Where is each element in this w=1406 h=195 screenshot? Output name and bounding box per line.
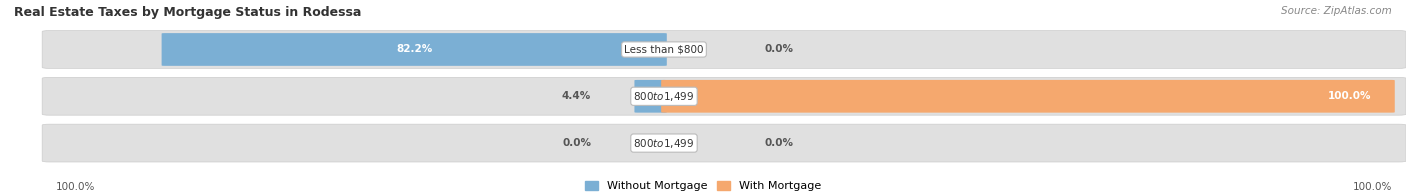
- Text: $800 to $1,499: $800 to $1,499: [633, 136, 695, 150]
- Text: 100.0%: 100.0%: [1327, 91, 1371, 101]
- Text: 0.0%: 0.0%: [562, 138, 591, 148]
- FancyBboxPatch shape: [42, 31, 1406, 68]
- Text: Less than $800: Less than $800: [624, 44, 704, 54]
- Text: $800 to $1,499: $800 to $1,499: [633, 90, 695, 103]
- FancyBboxPatch shape: [634, 80, 666, 113]
- Legend: Without Mortgage, With Mortgage: Without Mortgage, With Mortgage: [585, 181, 821, 191]
- Text: Source: ZipAtlas.com: Source: ZipAtlas.com: [1281, 6, 1392, 16]
- Text: Real Estate Taxes by Mortgage Status in Rodessa: Real Estate Taxes by Mortgage Status in …: [14, 6, 361, 19]
- FancyBboxPatch shape: [162, 33, 666, 66]
- Text: 100.0%: 100.0%: [56, 182, 96, 192]
- Text: 100.0%: 100.0%: [1353, 182, 1392, 192]
- FancyBboxPatch shape: [42, 77, 1406, 115]
- Text: 0.0%: 0.0%: [765, 44, 794, 54]
- FancyBboxPatch shape: [661, 80, 1395, 113]
- Text: 0.0%: 0.0%: [765, 138, 794, 148]
- Text: 82.2%: 82.2%: [396, 44, 432, 54]
- Text: 4.4%: 4.4%: [562, 91, 591, 101]
- FancyBboxPatch shape: [42, 124, 1406, 162]
